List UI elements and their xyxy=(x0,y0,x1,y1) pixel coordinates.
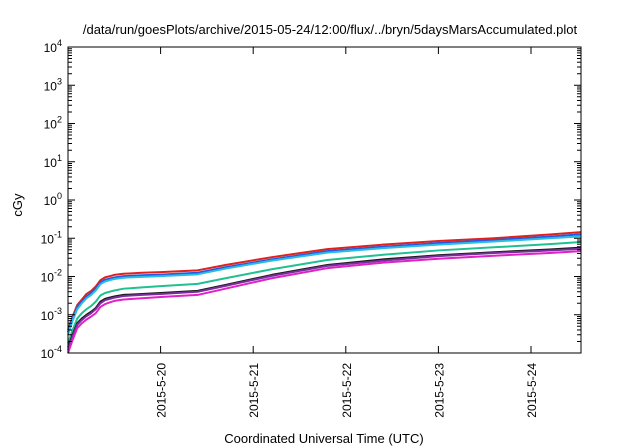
series-layer xyxy=(67,231,582,354)
y-tick-label: 10-2 xyxy=(41,268,62,285)
chart-title: /data/run/goesPlots/archive/2015-05-24/1… xyxy=(83,22,578,37)
y-tick-label: 103 xyxy=(44,76,62,93)
y-tick-label: 10-4 xyxy=(41,344,62,361)
y-tick-label: 10-1 xyxy=(41,229,62,246)
series-line xyxy=(67,240,582,344)
series-line xyxy=(67,235,582,336)
y-tick-label: 102 xyxy=(44,115,62,132)
x-tick-label: 2015-5-22 xyxy=(340,363,354,418)
axis-layer: 10-4 10-3 10-2 10-1 100 101 102 103 104 2015-5-20… xyxy=(41,38,581,418)
x-tick-label: 2015-5-24 xyxy=(525,363,539,418)
x-axis-label: Coordinated Universal Time (UTC) xyxy=(224,431,423,446)
series-line xyxy=(67,246,582,348)
series-line xyxy=(67,233,582,333)
y-tick-label: 101 xyxy=(44,153,62,170)
y-tick-label: 100 xyxy=(44,191,62,208)
y-tick-label: 10-3 xyxy=(41,306,62,323)
series-line xyxy=(67,250,582,354)
series-line xyxy=(67,247,582,351)
x-tick-label: 2015-5-21 xyxy=(247,363,261,418)
x-tick-label: 2015-5-23 xyxy=(432,363,446,418)
y-tick-label: 104 xyxy=(44,38,62,55)
plot-frame xyxy=(67,46,582,354)
x-tick-label: 2015-5-20 xyxy=(155,363,169,418)
series-line xyxy=(67,231,582,331)
y-axis-label: cGy xyxy=(10,193,25,217)
